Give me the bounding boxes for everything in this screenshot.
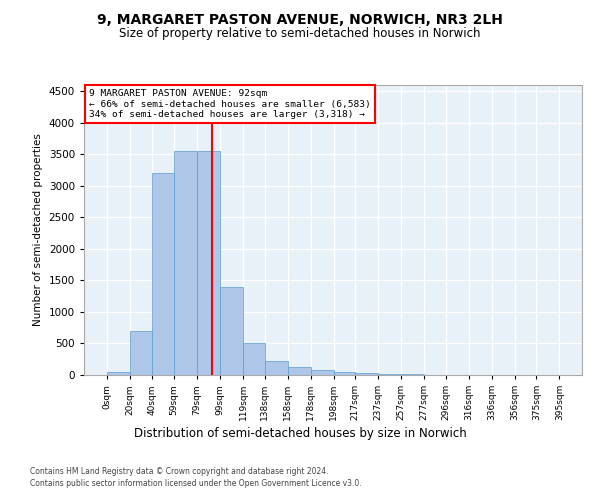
- Bar: [107, 372, 130, 375]
- Bar: [130, 331, 152, 375]
- Bar: [197, 151, 220, 375]
- Y-axis label: Number of semi-detached properties: Number of semi-detached properties: [33, 134, 43, 326]
- Text: 9 MARGARET PASTON AVENUE: 92sqm
← 66% of semi-detached houses are smaller (6,583: 9 MARGARET PASTON AVENUE: 92sqm ← 66% of…: [89, 90, 371, 119]
- Bar: [334, 372, 355, 375]
- Text: 9, MARGARET PASTON AVENUE, NORWICH, NR3 2LH: 9, MARGARET PASTON AVENUE, NORWICH, NR3 …: [97, 12, 503, 26]
- Text: Distribution of semi-detached houses by size in Norwich: Distribution of semi-detached houses by …: [134, 428, 466, 440]
- Text: Contains public sector information licensed under the Open Government Licence v3: Contains public sector information licen…: [30, 479, 362, 488]
- Bar: [355, 373, 378, 375]
- Bar: [378, 374, 401, 375]
- Bar: [288, 367, 311, 375]
- Bar: [220, 286, 243, 375]
- Text: Size of property relative to semi-detached houses in Norwich: Size of property relative to semi-detach…: [119, 28, 481, 40]
- Bar: [265, 360, 288, 375]
- Bar: [243, 344, 265, 375]
- Bar: [152, 174, 174, 375]
- Bar: [174, 151, 197, 375]
- Text: Contains HM Land Registry data © Crown copyright and database right 2024.: Contains HM Land Registry data © Crown c…: [30, 468, 329, 476]
- Bar: [311, 370, 334, 375]
- Bar: [401, 374, 424, 375]
